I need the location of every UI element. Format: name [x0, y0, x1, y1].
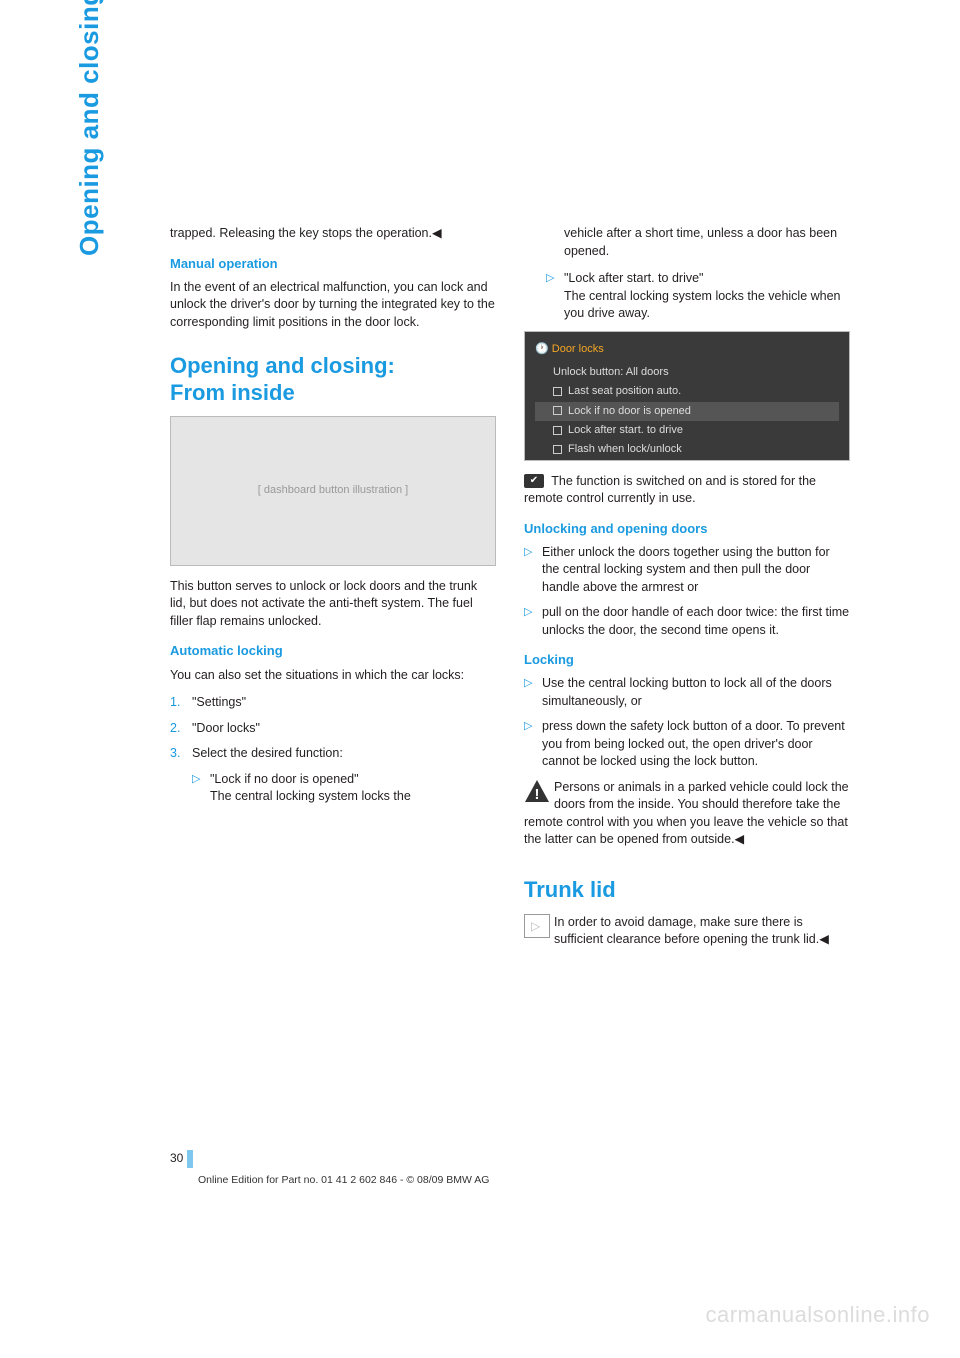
screen-row-3: Lock if no door is opened: [535, 402, 839, 421]
lock-item-1: Use the central locking button to lock a…: [524, 675, 850, 710]
page-content: trapped. Releasing the key stops the ope…: [170, 225, 850, 959]
watermark: carmanualsonline.info: [705, 1302, 930, 1328]
heading-trunk-lid: Trunk lid: [524, 875, 850, 906]
screen-row-1: Unlock button: All doors: [535, 363, 839, 382]
step-1: 1."Settings": [170, 694, 496, 712]
auto-locking-intro: You can also set the situations in which…: [170, 667, 496, 685]
left-column: trapped. Releasing the key stops the ope…: [170, 225, 496, 959]
bullet-2b: The central locking system locks the veh…: [564, 289, 841, 321]
heading-opening-inside: Opening and closing: From inside: [170, 353, 496, 406]
warning-paragraph: ! Persons or animals in a parked vehicle…: [524, 779, 850, 849]
screen-row-4: Lock after start. to drive: [535, 421, 839, 440]
bullet-1b: The central locking system locks the: [210, 789, 411, 803]
button-description: This button serves to unlock or lock doo…: [170, 578, 496, 631]
unlock-item-1: Either unlock the doors together using t…: [524, 544, 850, 597]
step-2-text: "Door locks": [192, 721, 260, 735]
unlock-list: Either unlock the doors together using t…: [524, 544, 850, 640]
screen-row-2: Last seat position auto.: [535, 382, 839, 401]
step-2: 2."Door locks": [170, 720, 496, 738]
cont-text-1: vehicle after a short time, unless a doo…: [524, 225, 850, 260]
side-tab: Opening and closing: [74, 0, 105, 256]
steps-list: 1."Settings" 2."Door locks" 3.Select the…: [170, 694, 496, 806]
heading-unlocking: Unlocking and opening doors: [524, 520, 850, 538]
heading-automatic-locking: Automatic locking: [170, 642, 496, 660]
note-icon: [524, 914, 550, 938]
dashboard-image: [ dashboard button illustration ]: [170, 416, 496, 566]
screen-header: 🕐 Door locks: [535, 342, 839, 357]
function-text: The function is switched on and is store…: [524, 474, 816, 506]
lock-list: Use the central locking button to lock a…: [524, 675, 850, 771]
bullet-2a: "Lock after start. to drive": [564, 271, 703, 285]
right-column: vehicle after a short time, unless a doo…: [524, 225, 850, 959]
page-number-bar: [187, 1150, 193, 1168]
check-icon: ✔: [524, 474, 544, 488]
intro-text: trapped. Releasing the key stops the ope…: [170, 225, 496, 243]
step-3-bullet-1: "Lock if no door is opened" The central …: [192, 771, 496, 806]
heading-locking: Locking: [524, 651, 850, 669]
trunk-note-text: In order to avoid damage, make sure ther…: [554, 915, 829, 947]
unlock-item-2: pull on the door handle of each door twi…: [524, 604, 850, 639]
heading-manual-operation: Manual operation: [170, 255, 496, 273]
warning-icon: !: [524, 779, 550, 803]
page-number: 30: [170, 1150, 193, 1168]
svg-text:!: !: [535, 786, 540, 803]
manual-operation-text: In the event of an electrical malfunctio…: [170, 279, 496, 332]
idrive-screenshot: 🕐 Door locks Unlock button: All doors La…: [524, 331, 850, 461]
bullet-1a: "Lock if no door is opened": [210, 772, 359, 786]
bullet-lock-after-start: "Lock after start. to drive" The central…: [546, 270, 850, 323]
screen-row-5: Flash when lock/unlock: [535, 440, 839, 459]
step-3: 3.Select the desired function: "Lock if …: [170, 745, 496, 806]
step-1-text: "Settings": [192, 695, 246, 709]
trunk-note-paragraph: In order to avoid damage, make sure ther…: [524, 914, 850, 949]
function-stored-text: ✔ The function is switched on and is sto…: [524, 473, 850, 508]
footer-line: Online Edition for Part no. 01 41 2 602 …: [198, 1174, 489, 1186]
lock-item-2: press down the safety lock button of a d…: [524, 718, 850, 771]
page-number-text: 30: [170, 1151, 183, 1165]
warning-text: Persons or animals in a parked vehicle c…: [524, 780, 849, 847]
step-3-text: Select the desired function:: [192, 746, 343, 760]
